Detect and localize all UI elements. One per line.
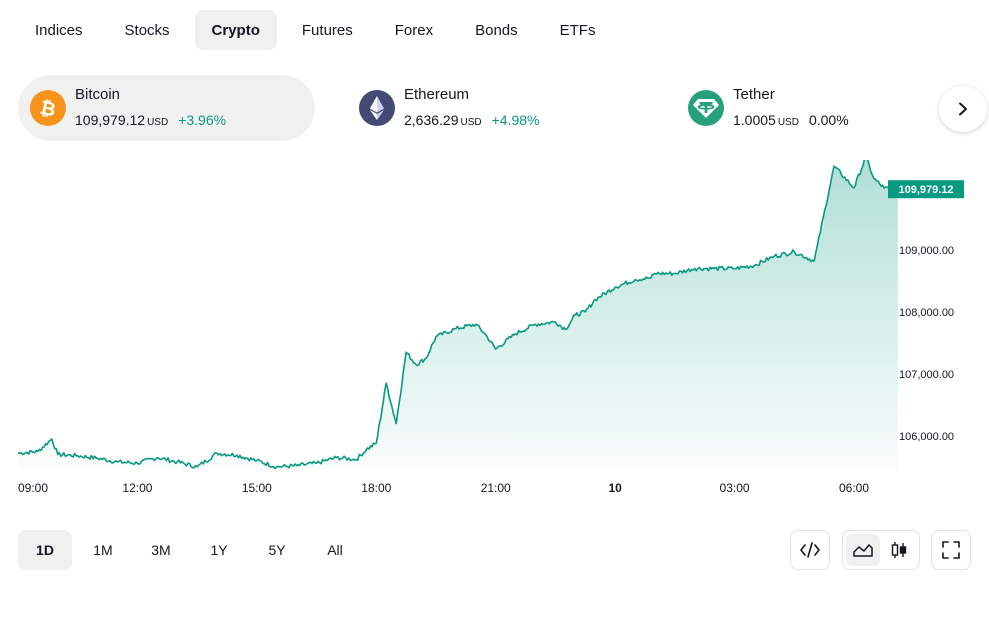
area-chart-button[interactable] bbox=[846, 534, 880, 566]
symbol-card-bitcoin[interactable]: ₿ Bitcoin 109,979.12 USD +3.96% bbox=[18, 75, 315, 141]
range-1m-button[interactable]: 1M bbox=[93, 542, 113, 558]
x-tick-label: 03:00 bbox=[720, 481, 750, 495]
symbol-quote: 2,636.29 USD +4.98% bbox=[404, 112, 540, 128]
symbol-currency: USD bbox=[777, 117, 799, 128]
chart-type-toggle bbox=[842, 530, 920, 570]
category-tabs: Indices Stocks Crypto Futures Forex Bond… bbox=[18, 10, 620, 50]
symbol-name: Tether bbox=[733, 86, 775, 103]
tab-crypto[interactable]: Crypto bbox=[194, 10, 277, 50]
range-1d-button[interactable]: 1D bbox=[18, 530, 72, 570]
y-tick-label: 108,000.00 bbox=[899, 307, 954, 319]
range-5y-button[interactable]: 5Y bbox=[268, 542, 286, 558]
x-tick-label: 10 bbox=[608, 481, 622, 495]
last-price-label: 109,979.12 bbox=[898, 184, 953, 196]
symbol-card-ethereum[interactable]: Ethereum 2,636.29 USD +4.98% bbox=[347, 75, 644, 141]
symbol-currency: USD bbox=[147, 117, 169, 128]
ethereum-icon bbox=[359, 90, 395, 126]
symbol-name: Bitcoin bbox=[75, 86, 121, 103]
last-price-badge bbox=[888, 180, 964, 199]
time-range-tabs: 1D 1M 3M 1Y 5Y All bbox=[18, 530, 366, 570]
tab-bonds[interactable]: Bonds bbox=[475, 21, 518, 39]
symbol-change: 0.00% bbox=[808, 112, 849, 128]
symbol-change: +3.96% bbox=[178, 112, 227, 128]
x-tick-label: 09:00 bbox=[18, 481, 48, 495]
symbol-price: 1.0005 bbox=[733, 112, 776, 128]
range-3m-button[interactable]: 3M bbox=[151, 542, 171, 558]
candlestick-chart-button[interactable] bbox=[882, 534, 916, 566]
code-icon bbox=[800, 542, 820, 558]
tab-forex[interactable]: Forex bbox=[394, 21, 434, 39]
tether-icon bbox=[688, 90, 724, 126]
fullscreen-button[interactable] bbox=[931, 530, 971, 570]
symbol-quote: 109,979.12 USD +3.96% bbox=[75, 112, 226, 128]
price-chart[interactable]: 109,000.00 108,000.00 107,000.00 106,000.00… bbox=[0, 156, 989, 505]
tab-futures[interactable]: Futures bbox=[301, 21, 353, 39]
tab-indices[interactable]: Indices bbox=[35, 21, 83, 39]
area-chart-icon bbox=[853, 544, 873, 557]
symbol-currency: USD bbox=[460, 117, 482, 128]
tab-etfs[interactable]: ETFs bbox=[559, 21, 596, 39]
price-area-fill bbox=[18, 156, 898, 470]
embed-button[interactable] bbox=[790, 530, 830, 570]
x-tick-label: 06:00 bbox=[839, 481, 869, 495]
y-tick-label: 106,000.00 bbox=[899, 431, 954, 443]
symbol-card-tether[interactable]: Tether 1.0005 USD 0.00% bbox=[676, 75, 973, 141]
x-tick-label: 21:00 bbox=[481, 481, 511, 495]
symbol-cards: ₿ Bitcoin 109,979.12 USD +3.96% Ethereum 2… bbox=[18, 75, 973, 141]
symbol-price: 109,979.12 bbox=[75, 112, 146, 128]
range-1y-button[interactable]: 1Y bbox=[210, 542, 228, 558]
price-line bbox=[17, 156, 899, 470]
fullscreen-icon bbox=[942, 541, 960, 559]
x-tick-label: 18:00 bbox=[361, 481, 391, 495]
chevron-right-icon bbox=[959, 102, 967, 116]
x-tick-label: 12:00 bbox=[122, 481, 152, 495]
svg-text:₿: ₿ bbox=[38, 97, 58, 122]
symbol-quote: 1.0005 USD 0.00% bbox=[733, 112, 849, 128]
symbol-name: Ethereum bbox=[404, 86, 470, 103]
candlestick-icon bbox=[891, 542, 907, 558]
symbol-price: 2,636.29 bbox=[404, 112, 459, 128]
symbol-change: +4.98% bbox=[491, 112, 540, 128]
range-all-button[interactable]: All bbox=[327, 542, 343, 558]
tab-stocks[interactable]: Stocks bbox=[124, 21, 170, 39]
bitcoin-icon: ₿ bbox=[30, 90, 66, 126]
next-symbols-button[interactable] bbox=[939, 86, 987, 132]
price-chart-svg[interactable]: 109,000.00 108,000.00 107,000.00 106,000.00… bbox=[0, 156, 989, 505]
y-tick-label: 109,000.00 bbox=[899, 245, 954, 257]
y-tick-label: 107,000.00 bbox=[899, 369, 954, 381]
x-tick-label: 15:00 bbox=[242, 481, 272, 495]
